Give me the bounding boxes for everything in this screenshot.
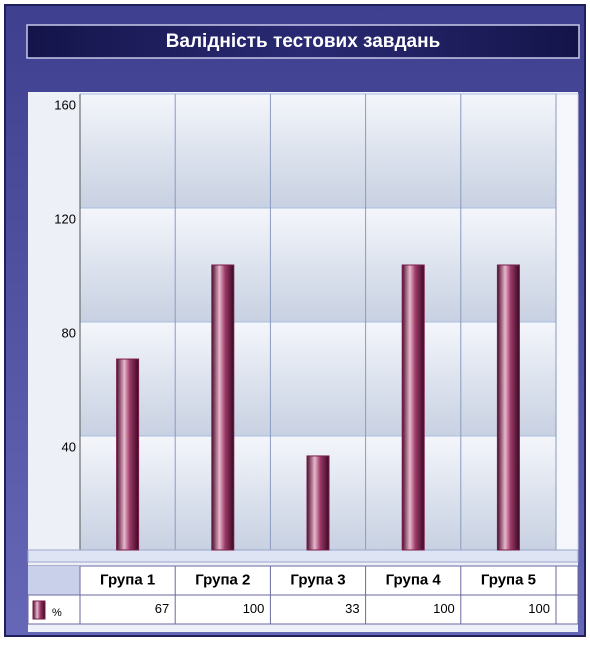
y-tick-label: 120 <box>54 211 76 226</box>
legend-swatch <box>32 600 46 620</box>
x-tick-label: Група 1 <box>100 571 155 588</box>
x-tick-label: Група 4 <box>386 571 442 588</box>
table-header-corner <box>28 566 80 595</box>
grid-band <box>80 208 556 322</box>
grid-band <box>80 322 556 436</box>
right-strip <box>555 93 579 551</box>
grid-band <box>80 94 556 208</box>
bar <box>306 455 330 551</box>
bar <box>116 358 140 551</box>
y-tick-label: 160 <box>54 97 76 112</box>
chart-title: Валідність тестових завдань <box>166 31 441 52</box>
y-tick-label: 40 <box>62 439 76 454</box>
table-value: 100 <box>433 601 455 616</box>
bar <box>211 264 235 551</box>
bar <box>401 264 425 551</box>
legend-label: % <box>52 607 62 619</box>
bar <box>496 264 520 551</box>
table-value: 100 <box>243 601 265 616</box>
x-tick-label: Група 5 <box>481 571 536 588</box>
x-tick-label: Група 3 <box>290 571 345 588</box>
table-value: 33 <box>345 601 359 616</box>
x-tick-label: Група 2 <box>195 571 250 588</box>
title-bar <box>26 24 580 59</box>
base-strip <box>27 549 579 563</box>
table-value: 67 <box>155 601 169 616</box>
table-value: 100 <box>528 601 550 616</box>
y-tick-label: 80 <box>62 325 76 340</box>
